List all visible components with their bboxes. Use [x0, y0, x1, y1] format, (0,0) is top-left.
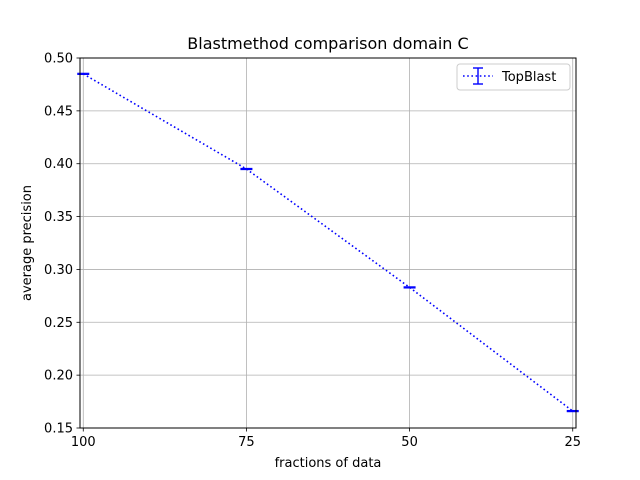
error-bar — [403, 286, 416, 289]
series-layer — [77, 72, 579, 413]
legend: TopBlast — [456, 63, 571, 91]
x-tick-label: 50 — [401, 435, 418, 450]
y-tick-label: 0.25 — [44, 316, 73, 331]
y-tick-label: 0.15 — [44, 422, 73, 437]
y-tick-label: 0.30 — [44, 263, 73, 278]
series-line-topblast — [82, 73, 574, 412]
y-axis-label: average precision — [20, 185, 35, 301]
x-tick-label: 25 — [564, 435, 581, 450]
plot-frame — [79, 57, 577, 429]
legend-entry-topblast: TopBlast — [501, 70, 556, 85]
y-tick-label: 0.50 — [44, 52, 73, 67]
ticks: 0.15 0.20 0.25 0.30 0.35 0.40 0.45 0.50 100 75 50 2… — [44, 52, 581, 451]
x-tick-label: 75 — [238, 435, 255, 450]
legend-errorbar-marker — [463, 67, 493, 85]
y-tick-label: 0.35 — [44, 210, 73, 225]
y-tick-label: 0.20 — [44, 369, 73, 384]
chart-title: Blastmethod comparison domain C — [187, 34, 468, 53]
x-tick-label: 100 — [71, 435, 96, 450]
y-tick-label: 0.45 — [44, 104, 73, 119]
error-bar — [240, 167, 253, 171]
legend-box — [456, 63, 571, 91]
y-tick-label: 0.40 — [44, 157, 73, 172]
x-axis-label: fractions of data — [275, 456, 382, 471]
error-bar — [77, 72, 90, 75]
error-bar — [566, 409, 579, 413]
